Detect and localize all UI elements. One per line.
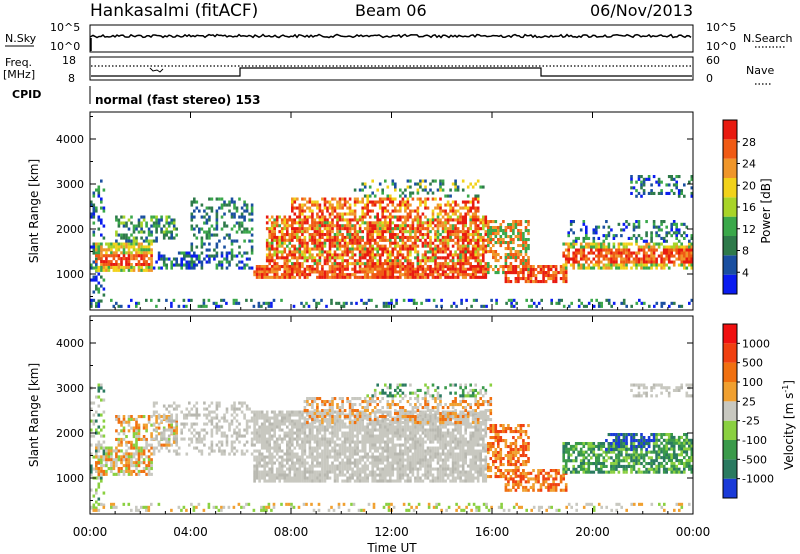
colorbar-tick-label: -500 <box>742 453 767 466</box>
freq-unit-label: [MHz] <box>3 68 35 81</box>
colorbar-tick-label: 4 <box>742 266 749 279</box>
colorbar-segment <box>723 197 737 217</box>
freq-tick-8: 8 <box>68 72 75 85</box>
freq-tick-18: 18 <box>62 54 76 67</box>
ytick-label: 1000 <box>56 472 84 485</box>
nsky-label: N.Sky <box>5 32 37 45</box>
right-tick-1e0: 10^0 <box>706 40 736 53</box>
colorbar-segment <box>723 343 737 363</box>
beam-title: Beam 06 <box>355 1 427 20</box>
nave-dip <box>149 67 164 73</box>
freq-panel <box>89 56 694 81</box>
power-data <box>90 175 694 308</box>
colorbar-tick-label: 500 <box>742 357 763 370</box>
colorbar-tick-label: 100 <box>742 376 763 389</box>
xtick-label: 16:00 <box>475 525 510 539</box>
nave-tick-60: 60 <box>706 54 720 67</box>
cpid-label: CPID <box>12 88 41 101</box>
colorbar-tick-label: 16 <box>742 201 756 214</box>
colorbar-segment <box>723 382 737 402</box>
nsky-panel <box>89 24 694 53</box>
velocity-ylabel: Slant Range [km] <box>27 363 41 467</box>
colorbar-segment <box>723 362 737 382</box>
colorbar-segment <box>723 324 737 344</box>
xtick-label: 20:00 <box>575 525 610 539</box>
ytick-label: 4000 <box>56 337 84 350</box>
power-colorbar-label: Power [dB] <box>759 178 773 243</box>
colorbar-tick-label: -100 <box>742 434 767 447</box>
velocity-panel: 1000 2000 3000 4000 Slant Range [km] 1000 50… <box>27 315 796 515</box>
ytick-label: 3000 <box>56 178 84 191</box>
station-title: Hankasalmi (fitACF) <box>90 1 258 21</box>
ytick-label: 2000 <box>56 223 84 236</box>
date-title: 06/Nov/2013 <box>590 1 693 20</box>
nsearch-label: N.Search <box>743 32 793 45</box>
nave-label: Nave <box>746 64 774 77</box>
ytick-label: 4000 <box>56 133 84 146</box>
colorbar-tick-label: 20 <box>742 179 756 192</box>
colorbar-segment <box>723 216 737 236</box>
xtick-label: 04:00 <box>173 525 208 539</box>
right-tick-1e5: 10^5 <box>706 21 736 34</box>
power-colorbar: 28 24 20 16 12 8 4 <box>722 119 756 295</box>
colorbar-segment <box>723 401 737 421</box>
ytick-label: 3000 <box>56 382 84 395</box>
nave-tick-0: 0 <box>706 72 713 85</box>
nsky-trace <box>90 33 692 39</box>
colorbar-segment <box>723 178 737 198</box>
colorbar-segment <box>723 420 737 440</box>
freq-label: Freq. <box>5 56 32 69</box>
colorbar-frame <box>722 323 738 499</box>
left-tick-1e0: 10^0 <box>50 40 80 53</box>
colorbar-segment <box>723 459 737 479</box>
colorbar-segment <box>723 139 737 159</box>
colorbar-segment <box>723 236 737 256</box>
freq-step-line <box>91 67 692 77</box>
colorbar-segment <box>723 120 737 140</box>
xtick-label: 12:00 <box>374 525 409 539</box>
colorbar-tick-label: 12 <box>742 223 756 236</box>
colorbar-segment <box>723 255 737 275</box>
colorbar-tick-label: 25 <box>742 395 756 408</box>
colorbar-tick-label: -25 <box>742 415 760 428</box>
velocity-colorbar: 1000 500 100 25 -25 -100 -500 -1000 <box>722 323 774 499</box>
xtick-label: 08:00 <box>274 525 309 539</box>
xaxis-title: Time UT <box>366 541 417 554</box>
power-ylabel: Slant Range [km] <box>27 159 41 263</box>
xtick-label: 00:00 <box>676 525 711 539</box>
colorbar-segment <box>723 478 737 498</box>
velocity-data <box>90 383 694 512</box>
velocity-colorbar-label: Velocity [m s-1] <box>781 380 796 470</box>
xtick-label: 00:00 <box>73 525 108 539</box>
cpid-text: normal (fast stereo) 153 <box>95 93 261 107</box>
ytick-label: 1000 <box>56 268 84 281</box>
power-panel: 1000 2000 3000 4000 Slant Range [km] 28 24 20… <box>27 111 773 311</box>
colorbar-tick-label: 1000 <box>742 337 770 350</box>
ytick-label: 2000 <box>56 427 84 440</box>
colorbar-segment <box>723 440 737 460</box>
colorbar-tick-label: 24 <box>742 158 756 171</box>
left-tick-1e5: 10^5 <box>50 21 80 34</box>
colorbar-segment <box>723 274 737 294</box>
colorbar-tick-label: 8 <box>742 245 749 258</box>
colorbar-tick-label: -1000 <box>742 473 774 486</box>
colorbar-tick-label: 28 <box>742 136 756 149</box>
colorbar-segment <box>723 158 737 178</box>
